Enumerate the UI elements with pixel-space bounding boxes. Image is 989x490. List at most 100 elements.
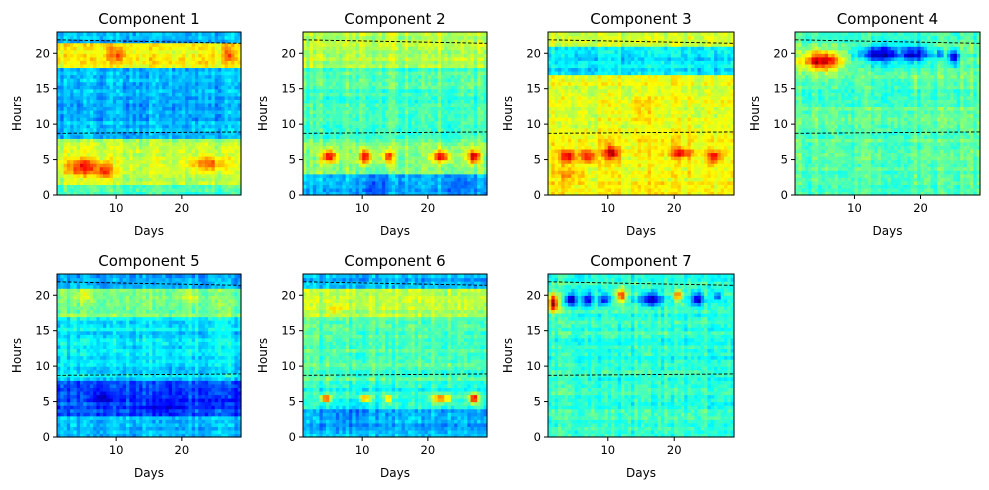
heatmap-cell: [198, 191, 203, 196]
y-tick-label: 5: [43, 153, 50, 167]
heatmap-cell: [198, 177, 203, 182]
heatmap-cell: [175, 184, 180, 189]
heatmap-cell: [224, 180, 229, 185]
heatmap-cell: [57, 187, 61, 193]
heatmap-cell: [66, 177, 71, 182]
heatmap-cell: [119, 191, 124, 196]
heatmap-cell: [139, 184, 144, 189]
heatmap-cell: [191, 191, 196, 196]
heatmap-cell: [221, 191, 226, 196]
heatmap-cell: [76, 173, 81, 178]
heatmap-cell: [60, 184, 65, 189]
heatmap-cell: [152, 184, 157, 189]
heatmap-cell: [93, 184, 98, 189]
heatmap-cell: [129, 184, 134, 189]
heatmap-cell: [214, 180, 219, 185]
heatmap-cell: [60, 187, 65, 193]
heatmap-cell: [168, 180, 173, 185]
heatmap-cell: [60, 173, 65, 178]
heatmap-cell: [231, 180, 236, 185]
heatmap-cell: [122, 187, 127, 193]
heatmap-cell: [86, 187, 91, 193]
heatmap-cell: [172, 177, 176, 182]
x-tick-label: 10: [109, 201, 124, 215]
heatmap-cell: [178, 191, 183, 196]
heatmap-cell: [57, 191, 61, 196]
heatmap-cell: [76, 184, 81, 189]
heatmap-cell: [135, 180, 140, 185]
heatmap-cell: [211, 184, 216, 189]
heatmap-cell: [106, 184, 111, 189]
heatmap-cell: [122, 177, 127, 182]
heatmap-cell: [175, 191, 180, 196]
heatmap-cell: [132, 180, 137, 185]
heatmap-cell: [76, 177, 81, 182]
heatmap-cell: [152, 187, 157, 193]
heatmap-cell: [158, 191, 163, 196]
heatmap-cell: [129, 180, 134, 185]
y-axis-label: Hours: [10, 96, 24, 131]
heatmap-cell: [142, 187, 147, 193]
heatmap-cell: [70, 180, 75, 185]
heatmap-cell: [237, 191, 242, 196]
heatmap-cell: [139, 187, 144, 193]
heatmap-cell: [76, 191, 81, 196]
heatmap-cell: [142, 184, 147, 189]
heatmap-cell: [208, 187, 213, 193]
heatmap-cell: [191, 177, 196, 182]
heatmap-cell: [181, 180, 186, 185]
heatmap-cell: [106, 180, 111, 185]
heatmap-cell: [231, 191, 236, 196]
heatmap-cell: [165, 180, 170, 185]
heatmap-cell: [63, 187, 68, 193]
heatmap-cell: [204, 184, 209, 189]
heatmap-cell: [80, 191, 84, 196]
heatmap-cell: [73, 173, 78, 178]
heatmap-cell: [142, 191, 147, 196]
heatmap-cell: [204, 180, 209, 185]
heatmap-cell: [142, 180, 147, 185]
heatmap-cell: [201, 180, 206, 185]
heatmap-cell: [195, 180, 199, 185]
heatmap-cell: [162, 180, 167, 185]
heatmap-cell: [99, 177, 104, 182]
heatmap-cell: [126, 191, 130, 196]
heatmap-cell: [86, 173, 91, 178]
heatmap-cell: [112, 180, 117, 185]
heatmap-cell: [211, 180, 216, 185]
heatmap-cell: [135, 187, 140, 193]
heatmap-cell: [208, 180, 213, 185]
x-tick-label: 20: [175, 201, 190, 215]
heatmap-cell: [135, 177, 140, 182]
heatmap-cell: [162, 187, 167, 193]
heatmap-cell: [188, 187, 193, 193]
heatmap-cell: [165, 177, 170, 182]
heatmap-cell: [152, 191, 157, 196]
heatmap-cell: [181, 191, 186, 196]
heatmap-cell: [112, 191, 117, 196]
heatmap-cell: [145, 184, 150, 189]
heatmap-cell: [116, 187, 121, 193]
heatmap-cell: [109, 187, 114, 193]
heatmap-cell: [162, 184, 167, 189]
heatmap-cell: [89, 180, 94, 185]
heatmap-cell: [195, 184, 199, 189]
heatmap-cell: [76, 180, 81, 185]
heatmap-cell: [158, 177, 163, 182]
heatmap-cell: [227, 191, 232, 196]
heatmap-cell: [99, 180, 104, 185]
heatmap-cell: [103, 187, 107, 193]
heatmap-cell: [119, 184, 124, 189]
heatmap-cell: [112, 187, 117, 193]
heatmap-cell: [168, 177, 173, 182]
heatmap-cell: [185, 177, 190, 182]
heatmap-cell: [89, 177, 94, 182]
heatmap-cell: [234, 191, 239, 196]
heatmap-cell: [86, 184, 91, 189]
x-axis-label: Days: [134, 224, 164, 238]
heatmap-cell: [155, 187, 160, 193]
heatmap-cells: [303, 32, 488, 196]
heatmap-cell: [214, 187, 219, 193]
heatmap-cell: [96, 180, 101, 185]
heatmap-cell: [185, 184, 190, 189]
